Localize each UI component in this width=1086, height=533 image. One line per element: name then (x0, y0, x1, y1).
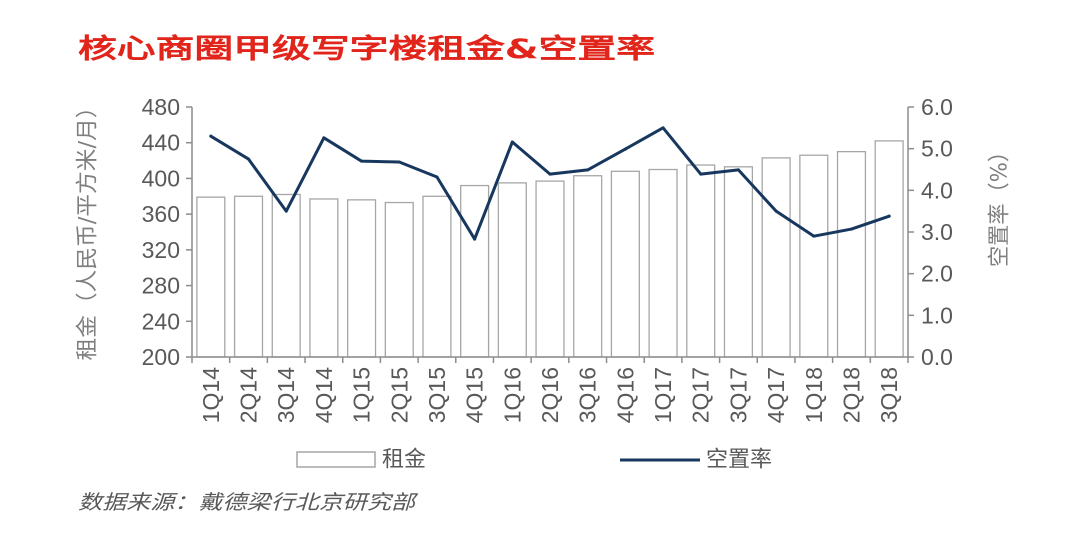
axes-layer (186, 106, 914, 363)
tick-labels-layer: 200 240 280 320 360 400 440 480 0.0 1.0 2.0 3.0 4.0 5… (142, 94, 953, 423)
vacancy-point (435, 175, 439, 179)
rent-bar (648, 168, 678, 358)
rent-bar (799, 154, 829, 358)
vacancy-point (661, 126, 665, 130)
x-tick-label: 3Q17 (725, 367, 751, 423)
rent-bar (761, 157, 791, 358)
bars-layer (196, 140, 904, 358)
legend-label-rent: 租金 (382, 448, 426, 473)
x-tick-label: 2Q15 (386, 367, 412, 423)
x-tick-label: 4Q16 (612, 367, 638, 423)
vacancy-point (887, 214, 891, 218)
x-tick-label: 3Q15 (424, 367, 450, 423)
x-tick-label: 3Q18 (876, 367, 902, 423)
x-tick-label: 3Q14 (273, 367, 299, 423)
vacancy-point (284, 209, 288, 213)
rent-bar (422, 195, 452, 358)
vacancy-point (209, 134, 213, 138)
x-tick-label: 4Q14 (311, 367, 337, 423)
x-tick-label: 1Q14 (198, 367, 224, 423)
vacancy-point (774, 209, 778, 213)
vacancy-point (699, 172, 703, 176)
x-tick-label: 2Q16 (537, 367, 563, 423)
y-tick-label-left: 480 (142, 94, 180, 120)
vacancy-point (473, 237, 477, 241)
y-tick-label-right: 1.0 (921, 302, 953, 328)
rent-bar (384, 201, 414, 358)
y-tick-label-left: 320 (142, 237, 180, 263)
source-note: 数据来源：戴德梁行北京研究部 (78, 490, 419, 514)
x-tick-label: 2Q17 (688, 367, 714, 423)
x-tick-label: 4Q17 (763, 367, 789, 423)
y-tick-label-left: 240 (142, 308, 180, 334)
legend-label-vacancy: 空置率 (706, 448, 772, 473)
y-tick-label-right: 3.0 (921, 219, 953, 245)
x-tick-label: 2Q18 (838, 367, 864, 423)
vacancy-point (247, 157, 251, 161)
vacancy-point (812, 234, 816, 238)
vacancy-point (360, 159, 364, 163)
left-axis-title: 租金（人民币/平方米/月） (76, 96, 101, 361)
y-tick-label-right: 5.0 (921, 136, 953, 162)
right-axis-title: 空置率（%） (988, 141, 1013, 267)
chart-title: 核心商圈甲级写字楼租金&空置率 (78, 33, 655, 65)
rent-bar (573, 175, 603, 358)
x-tick-label: 3Q16 (575, 367, 601, 423)
vacancy-point (623, 147, 627, 151)
rent-bar (836, 150, 867, 358)
y-tick-label-left: 440 (142, 130, 180, 156)
x-tick-label: 1Q15 (349, 367, 375, 423)
x-tick-label: 1Q17 (650, 367, 676, 423)
vacancy-point (586, 168, 590, 172)
rent-bar (874, 140, 904, 358)
rent-bar (271, 193, 301, 358)
rent-bar (346, 199, 377, 358)
y-tick-label-right: 6.0 (921, 94, 953, 120)
x-tick-label: 2Q14 (236, 367, 262, 423)
rent-bar (233, 195, 264, 358)
vacancy-point (849, 227, 853, 231)
legend: 租金 空置率 (296, 448, 772, 473)
vacancy-point (510, 140, 514, 144)
vacancy-point (736, 168, 740, 172)
vacancy-point (397, 160, 401, 164)
x-tick-label: 1Q16 (499, 367, 525, 423)
x-tick-label: 4Q15 (462, 367, 488, 423)
rent-bar (196, 196, 226, 358)
y-tick-label-left: 280 (142, 273, 180, 299)
vacancy-point (322, 136, 326, 140)
y-tick-label-left: 200 (142, 344, 180, 370)
y-tick-label-right: 0.0 (921, 344, 953, 370)
rent-bar (686, 164, 716, 358)
rent-bar (723, 166, 754, 358)
y-tick-label-right: 4.0 (921, 177, 953, 203)
line-layer (209, 126, 891, 241)
rent-bar (610, 170, 640, 358)
x-tick-label: 1Q18 (801, 367, 827, 423)
rent-bar (497, 182, 527, 358)
y-tick-label-left: 360 (142, 201, 180, 227)
rent-bar (535, 180, 565, 358)
rent-bar (309, 198, 339, 358)
vacancy-point (548, 172, 552, 176)
y-tick-label-right: 2.0 (921, 261, 953, 287)
y-tick-label-left: 400 (142, 165, 180, 191)
legend-bar-swatch (296, 451, 376, 468)
